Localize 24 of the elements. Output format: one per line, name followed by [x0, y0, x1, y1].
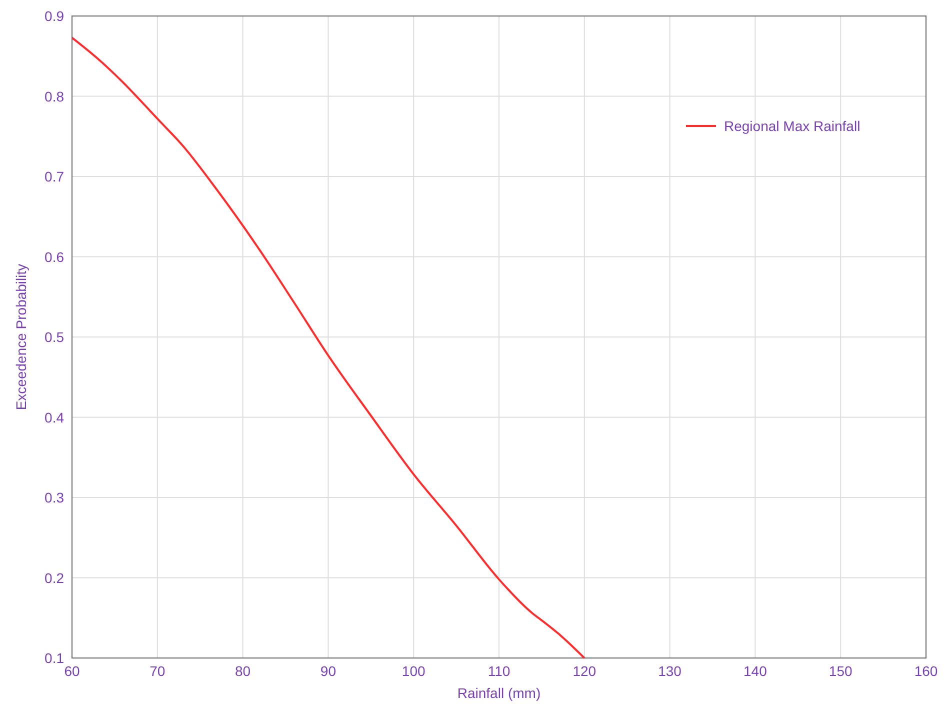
y-tick-label: 0.9	[44, 8, 64, 24]
x-tick-label: 150	[828, 663, 852, 679]
y-tick-label: 0.1	[44, 650, 64, 666]
x-tick-label: 60	[64, 663, 80, 679]
x-tick-label: 70	[150, 663, 166, 679]
line-series	[71, 36, 586, 659]
x-tick-label: 80	[235, 663, 251, 679]
x-tick-label: 100	[402, 663, 426, 679]
y-tick-label: 0.3	[44, 490, 64, 506]
x-tick-label: 110	[488, 663, 510, 679]
legend-label: Regional Max Rainfall	[724, 118, 860, 134]
y-tick-label: 0.8	[44, 88, 64, 104]
x-tick-label: 140	[744, 663, 768, 679]
y-tick-label: 0.6	[44, 248, 64, 265]
x-axis-title: Rainfall (mm)	[457, 685, 541, 701]
y-tick-label: 0.4	[44, 409, 64, 426]
y-tick-label: 0.7	[44, 168, 64, 184]
x-tick-label: 120	[572, 663, 596, 679]
x-tick-label: 130	[658, 663, 682, 679]
y-tick-label: 0.5	[44, 329, 64, 345]
y-axis-title: Exceedence Probability	[13, 264, 29, 410]
y-tick-label: 0.2	[44, 570, 64, 586]
x-tick-label: 90	[320, 663, 336, 679]
x-tick-label: 160	[914, 663, 938, 679]
